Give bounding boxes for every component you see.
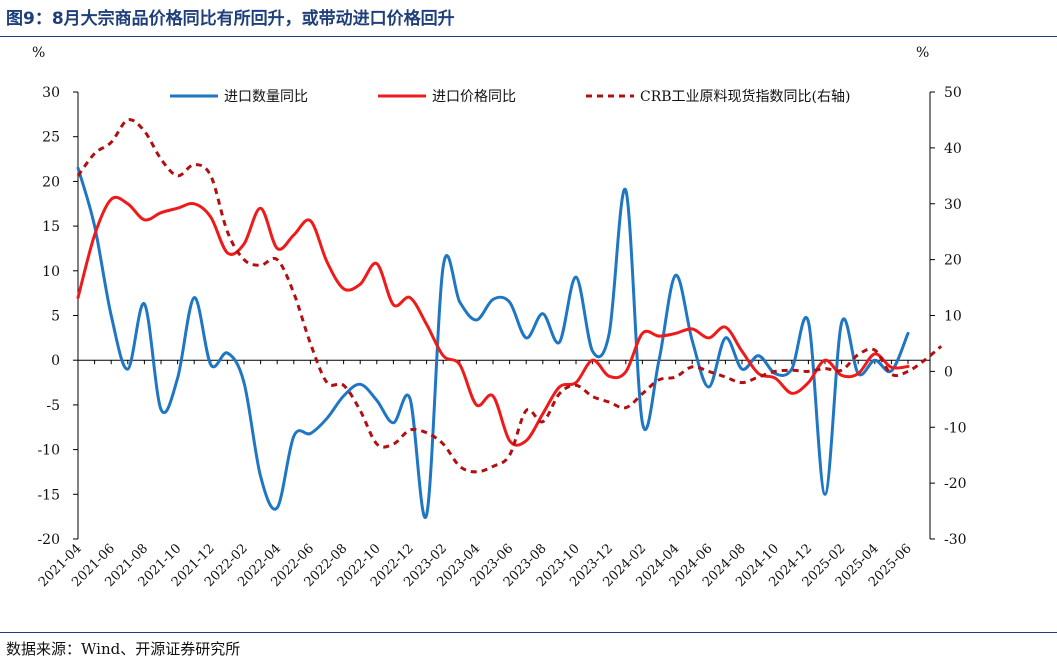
chart-title: 图9：8月大宗商品价格同比有所回升，或带动进口价格回升 [6,9,455,29]
left-tick-label: -20 [37,532,60,548]
right-tick-label: -20 [944,476,967,492]
left-tick-label: 5 [51,309,60,325]
right-tick-label: -30 [944,532,967,548]
left-tick-label: 15 [42,219,60,235]
right-tick-label: 20 [944,253,962,269]
series-line-1 [76,166,910,520]
left-tick-label: 25 [42,130,60,146]
left-tick-label: 30 [42,85,60,101]
left-tick-label: -5 [46,398,60,414]
series-line-3 [76,118,943,474]
right-tick-label: 40 [944,141,962,157]
left-tick-label: -10 [37,443,60,459]
right-tick-label: 50 [944,85,962,101]
right-tick-label: 0 [944,364,953,380]
left-tick-label: -15 [37,487,60,503]
left-tick-label: 10 [42,264,60,280]
legend-label-2: 进口价格同比 [432,89,516,105]
right-tick-label: 10 [944,309,962,325]
right-tick-label: -10 [944,420,967,436]
source-note: 数据来源：Wind、开源证券研究所 [6,640,241,658]
legend-label-3: CRB工业原料现货指数同比(右轴) [640,88,850,105]
left-tick-label: 0 [51,353,60,369]
right-tick-label: 30 [944,197,962,213]
left-axis-unit: % [32,45,45,61]
left-tick-label: 20 [42,174,60,190]
title-divider [0,36,1057,37]
legend-label-1: 进口数量同比 [224,89,308,105]
footer-divider [0,632,1057,633]
right-axis-unit: % [916,45,929,61]
series-line-2 [76,195,910,447]
